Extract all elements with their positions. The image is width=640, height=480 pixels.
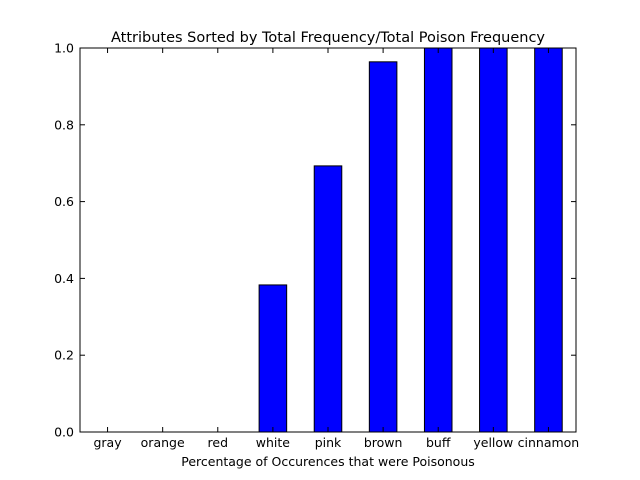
x-axis-label: Percentage of Occurences that were Poiso…: [181, 454, 475, 469]
x-tick-label-red: red: [208, 435, 229, 450]
y-tick-label: 0.6: [54, 194, 74, 209]
bar-cinnamon: [534, 47, 563, 433]
x-tick-label-buff: buff: [426, 435, 451, 450]
bars-group: [258, 47, 563, 433]
x-tick-label-cinnamon: cinnamon: [518, 435, 580, 450]
bar-pink: [313, 165, 343, 433]
x-tick-label-pink: pink: [315, 435, 342, 450]
x-ticks-group: gray orange red white pink brown buff yellow cin…: [93, 48, 579, 450]
bar-white: [258, 284, 288, 433]
x-tick-label-orange: orange: [141, 435, 185, 450]
x-tick-label-gray: gray: [93, 435, 122, 450]
bar-brown: [368, 61, 398, 433]
x-tick-label-brown: brown: [364, 435, 403, 450]
y-tick-label: 0.2: [54, 348, 74, 363]
bar-buff: [423, 47, 453, 433]
y-tick-label: 1.0: [54, 41, 74, 56]
x-tick-label-yellow: yellow: [473, 435, 513, 450]
bar-yellow: [479, 47, 508, 433]
y-tick-label: 0.0: [54, 425, 74, 440]
chart-title: Attributes Sorted by Total Frequency/Tot…: [111, 30, 545, 46]
y-tick-label: 0.4: [54, 271, 74, 286]
y-tick-label: 0.8: [54, 117, 74, 132]
y-ticks-group: 0.0 0.2 0.4 0.6 0.8 1.0: [54, 41, 576, 440]
x-tick-label-white: white: [256, 435, 291, 450]
